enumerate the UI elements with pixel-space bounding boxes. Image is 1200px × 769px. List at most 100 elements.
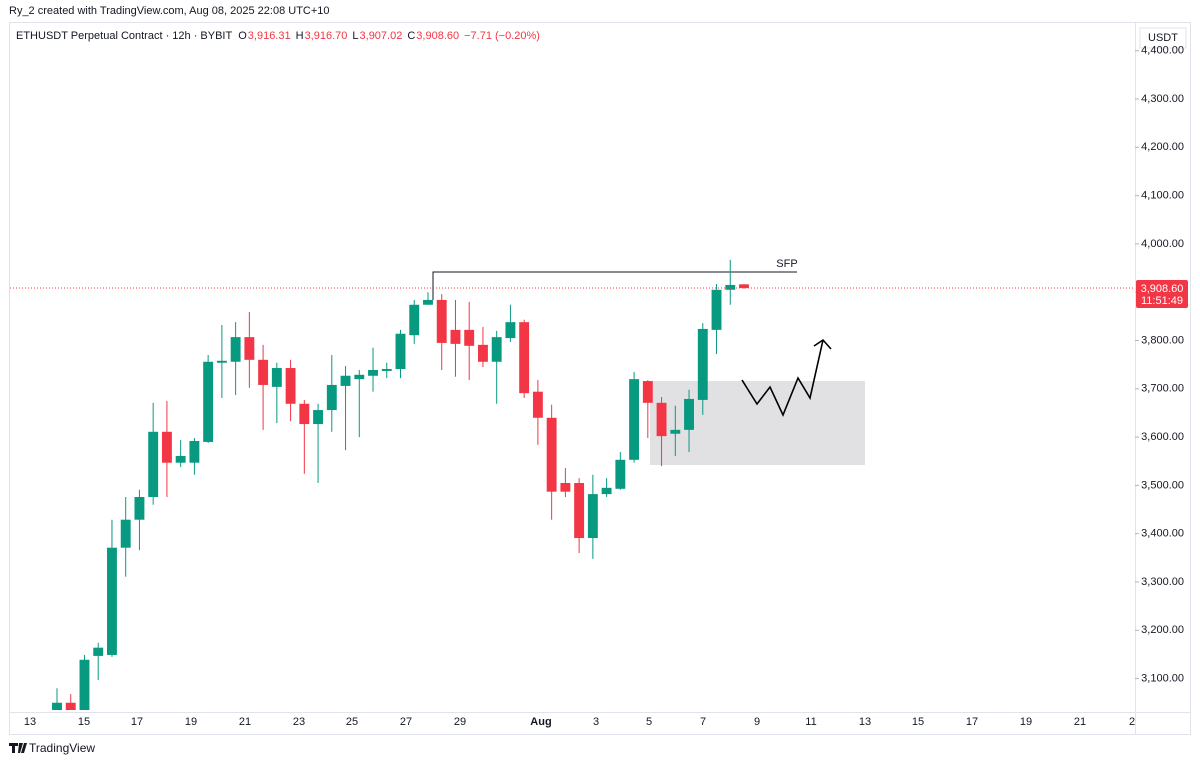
- y-tick-label: 4,100.00: [1141, 190, 1184, 202]
- legend-value: 3,916.70: [305, 30, 348, 42]
- candle-body: [450, 329, 461, 344]
- candle-body: [258, 359, 269, 385]
- brand: TradingView: [9, 741, 95, 755]
- x-tick-label: 7: [700, 716, 706, 728]
- legend-value: 3,916.31: [248, 30, 291, 42]
- y-tick-label: 3,800.00: [1141, 334, 1184, 346]
- legend-key: O: [238, 30, 247, 42]
- y-tick-label: 3,400.00: [1141, 528, 1184, 540]
- candle-body: [739, 284, 749, 289]
- candle-body: [230, 337, 241, 362]
- candle-body: [148, 431, 159, 497]
- candle-body: [285, 368, 296, 404]
- candle-body: [368, 369, 378, 376]
- candle-body: [175, 455, 186, 463]
- y-tick-label: 3,200.00: [1141, 624, 1184, 636]
- candle-body: [711, 289, 722, 330]
- legend-key: L: [352, 30, 358, 42]
- candle-body: [326, 384, 337, 411]
- x-tick-label: 19: [185, 716, 197, 728]
- y-tick-label: 3,700.00: [1141, 383, 1184, 395]
- y-tick-label: 3,600.00: [1141, 431, 1184, 443]
- countdown: 11:51:49: [1141, 295, 1183, 307]
- candle-body: [464, 329, 475, 346]
- x-tick-label: 5: [646, 716, 652, 728]
- candle-body: [395, 333, 406, 369]
- y-tick-label: 4,000.00: [1141, 238, 1184, 250]
- candle-body: [189, 440, 200, 463]
- x-tick-label: 15: [912, 716, 924, 728]
- x-tick-label: 15: [78, 716, 90, 728]
- candle-body: [560, 482, 571, 492]
- candle-body: [601, 487, 612, 495]
- candle-body: [134, 496, 145, 520]
- x-tick-label: Aug: [530, 716, 551, 728]
- last-price-label: 3,908.60: [1141, 283, 1184, 295]
- candle-body: [340, 375, 351, 386]
- y-tick-label: 4,400.00: [1141, 45, 1184, 57]
- candle-body: [670, 429, 681, 434]
- zone: [650, 381, 865, 465]
- candle-body: [574, 482, 585, 539]
- candle-body: [477, 344, 488, 362]
- x-tick-label: 17: [131, 716, 143, 728]
- x-tick-label: 27: [400, 716, 412, 728]
- legend-value: 3,908.60: [416, 30, 459, 42]
- y-tick-label: 3,100.00: [1141, 673, 1184, 685]
- x-tick-label: 21: [239, 716, 251, 728]
- legend-value: 3,907.02: [360, 30, 403, 42]
- candle-body: [436, 299, 447, 343]
- chart-title: ETHUSDT Perpetual Contract · 12h · BYBIT: [16, 30, 232, 42]
- brand-name: TradingView: [29, 741, 95, 755]
- candle-body: [505, 322, 516, 339]
- x-tick-label: 11: [805, 716, 816, 728]
- candle-body: [299, 403, 310, 425]
- x-tick-label: 2: [1129, 716, 1135, 728]
- candle-body: [684, 398, 694, 430]
- x-tick-label: 9: [754, 716, 760, 728]
- frame: [9, 22, 1191, 735]
- legend-key: C: [407, 30, 415, 42]
- pill-bg: [1136, 280, 1188, 309]
- candle-body: [546, 417, 557, 492]
- currency-box: [1139, 27, 1187, 49]
- candle-body: [244, 337, 255, 360]
- candle-body: [642, 381, 653, 403]
- x-tick-label: 13: [859, 716, 871, 728]
- candle-body: [79, 659, 90, 710]
- projection-arrowhead: [813, 338, 832, 350]
- candle-body: [161, 431, 172, 463]
- candle-body: [203, 361, 214, 442]
- y-tick-label: 3,300.00: [1141, 576, 1184, 588]
- credit: Ry_2 created with TradingView.com, Aug 0…: [9, 5, 330, 17]
- candle-body: [65, 702, 76, 710]
- x-tick-label: 13: [24, 716, 36, 728]
- candle-body: [271, 368, 282, 387]
- candle-body: [93, 647, 104, 656]
- candle-body: [409, 304, 420, 336]
- candle-body: [107, 547, 117, 655]
- projection-path: [741, 339, 824, 418]
- brand-logo: [9, 743, 27, 753]
- y-tick-label: 4,300.00: [1141, 93, 1184, 105]
- x-tick-label: 21: [1074, 716, 1086, 728]
- candle-body: [629, 379, 640, 460]
- candle-body: [52, 702, 62, 710]
- currency: USDT: [1148, 32, 1178, 44]
- legend-change: −7.71 (−0.20%): [464, 30, 540, 42]
- ohlc-legend: ETHUSDT Perpetual Contract · 12h · BYBIT…: [16, 30, 540, 42]
- candle-body: [491, 337, 502, 362]
- x-tick-label: 23: [293, 716, 305, 728]
- candle-body: [697, 328, 708, 400]
- sfp-label: SFP: [776, 258, 797, 270]
- candle-body: [725, 284, 736, 290]
- candle-body: [615, 459, 626, 489]
- sfp-line: [432, 271, 797, 300]
- candle-body: [354, 374, 365, 380]
- candle-body: [587, 494, 598, 539]
- candle-body: [216, 360, 227, 363]
- candle-body: [313, 410, 324, 425]
- candle-body: [120, 519, 131, 548]
